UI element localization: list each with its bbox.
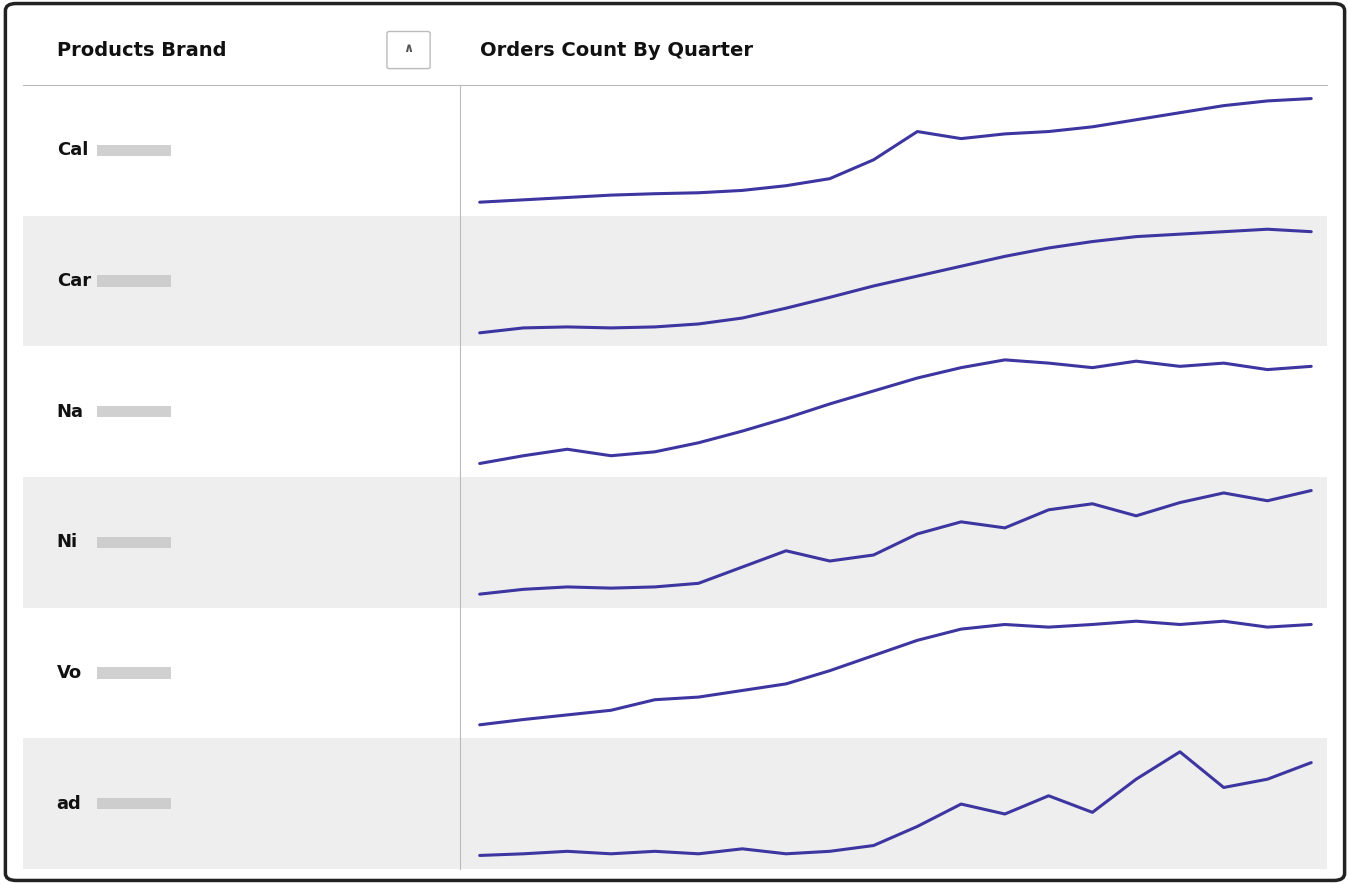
Bar <box>23 607 1327 738</box>
Bar <box>23 477 1327 607</box>
Text: Ni: Ni <box>57 533 78 552</box>
Bar <box>23 15 1327 85</box>
Bar <box>97 537 171 548</box>
Text: Na: Na <box>57 403 84 421</box>
Bar <box>23 85 1327 216</box>
Bar <box>23 216 1327 347</box>
Text: Products Brand: Products Brand <box>57 41 227 59</box>
Text: Cal: Cal <box>57 141 88 159</box>
Text: ∧: ∧ <box>404 42 413 55</box>
Bar <box>23 347 1327 477</box>
FancyBboxPatch shape <box>387 32 431 69</box>
Text: Car: Car <box>57 272 90 290</box>
Bar <box>97 406 171 417</box>
Text: Orders Count By Quarter: Orders Count By Quarter <box>481 41 753 59</box>
Text: ad: ad <box>57 795 81 812</box>
Text: Vo: Vo <box>57 664 82 682</box>
Bar <box>23 738 1327 869</box>
FancyBboxPatch shape <box>5 4 1345 880</box>
Bar <box>97 798 171 810</box>
Bar <box>97 145 171 156</box>
Bar <box>97 667 171 679</box>
Bar <box>97 275 171 286</box>
